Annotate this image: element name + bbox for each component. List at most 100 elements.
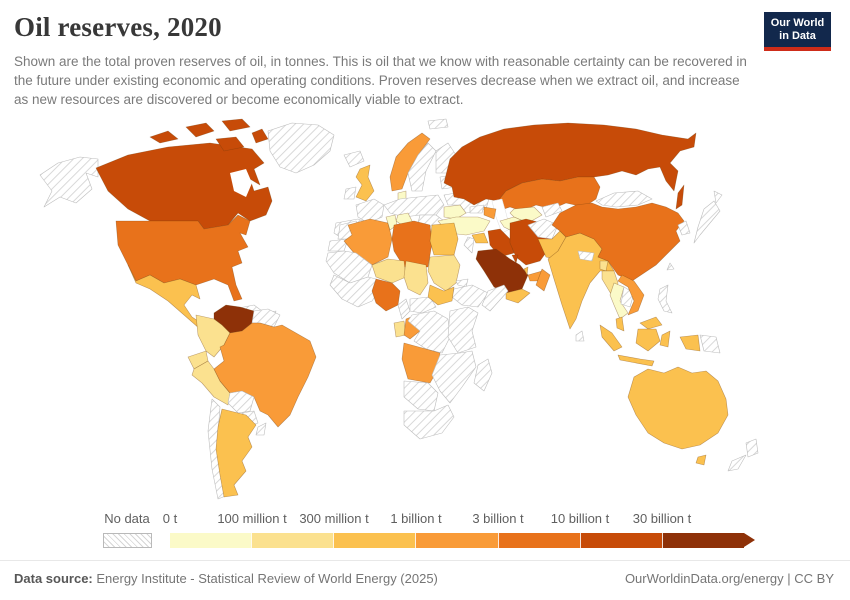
chart-subtitle: Shown are the total proven reserves of o… [14, 54, 747, 107]
legend-color-bar [170, 533, 744, 548]
region-canada-island[interactable] [221, 118, 251, 132]
no-data-label: No data [104, 511, 150, 526]
region-hokkaido[interactable] [713, 190, 723, 204]
legend-bar: 0 t 100 million t 300 million t 1 billio… [163, 508, 770, 556]
region-java[interactable] [617, 354, 655, 367]
region-norway[interactable] [389, 132, 431, 192]
region-japan[interactable] [693, 200, 721, 244]
legend-segment-7[interactable] [661, 533, 744, 548]
legend-segment-6[interactable] [579, 533, 662, 548]
region-australia[interactable] [627, 366, 729, 450]
region-canada-baffin[interactable] [215, 136, 245, 152]
region-car[interactable] [409, 296, 437, 314]
region-canada-island[interactable] [149, 130, 179, 144]
region-tasmania[interactable] [695, 454, 707, 466]
region-tajik-kyrgyz[interactable] [541, 202, 563, 218]
region-iceland[interactable] [343, 150, 365, 168]
region-jordan-israel[interactable] [463, 236, 475, 254]
region-korea[interactable] [677, 220, 691, 236]
legend-tick-1: 100 million t [217, 511, 287, 526]
region-afghanistan[interactable] [527, 218, 559, 240]
region-sumatra[interactable] [599, 324, 623, 352]
region-yemen[interactable] [505, 288, 531, 304]
region-canada-island[interactable] [251, 128, 269, 144]
region-kalimantan[interactable] [635, 328, 661, 352]
data-source-text: Energy Institute - Statistical Review of… [92, 571, 438, 586]
choropleth-svg [39, 118, 759, 500]
region-china[interactable] [551, 202, 685, 282]
region-papua-new-guinea[interactable] [699, 334, 721, 354]
region-taiwan[interactable] [666, 262, 675, 271]
legend-tick-6: 30 billion t [632, 511, 692, 526]
region-uk[interactable] [355, 164, 375, 202]
region-nz-north[interactable] [745, 438, 759, 458]
region-sulawesi[interactable] [659, 330, 671, 348]
region-eritrea[interactable] [455, 278, 469, 288]
legend-tick-4: 3 billion t [472, 511, 524, 526]
region-south-sudan[interactable] [427, 284, 455, 306]
data-source-note: Data source: Energy Institute - Statisti… [14, 571, 438, 586]
region-sweden[interactable] [407, 142, 437, 192]
region-vietnam[interactable] [617, 274, 645, 316]
region-svalbard[interactable] [427, 118, 449, 130]
world-map [0, 113, 850, 505]
region-qatar[interactable] [523, 266, 529, 276]
region-west-new-guinea[interactable] [679, 334, 701, 352]
region-canada-island[interactable] [185, 122, 215, 138]
region-somalia[interactable] [481, 284, 509, 312]
owid-logo-line1: Our World [770, 17, 825, 29]
region-sudan[interactable] [427, 254, 461, 292]
footer-attribution[interactable]: OurWorldinData.org/energy | CC BY [624, 571, 834, 586]
region-caucasus[interactable] [469, 204, 485, 214]
region-drc[interactable] [407, 310, 451, 354]
region-nigeria[interactable] [371, 278, 401, 312]
region-alaska[interactable] [39, 156, 99, 208]
region-nepal[interactable] [577, 250, 595, 262]
region-azerbaijan[interactable] [483, 206, 497, 220]
region-kuwait[interactable] [511, 254, 519, 264]
region-egypt[interactable] [429, 222, 459, 256]
region-malaysia-borneo[interactable] [639, 316, 663, 330]
region-central-europe[interactable] [383, 194, 445, 218]
legend-segment-1[interactable] [170, 533, 252, 548]
no-data-swatch[interactable] [103, 533, 152, 548]
region-cameroon[interactable] [397, 298, 411, 320]
region-sakhalin[interactable] [675, 184, 685, 210]
legend-segment-4[interactable] [415, 533, 498, 548]
legend-tick-0: 0 t [162, 511, 178, 526]
region-libya[interactable] [391, 220, 433, 268]
owid-logo-line2: in Data [779, 30, 816, 42]
region-zambia-mozambique[interactable] [431, 350, 477, 404]
region-syria[interactable] [471, 232, 489, 244]
legend-tick-5: 10 billion t [550, 511, 610, 526]
region-ireland[interactable] [343, 186, 357, 200]
region-east-africa[interactable] [447, 306, 479, 354]
legend-segment-3[interactable] [333, 533, 416, 548]
region-nz-south[interactable] [727, 454, 747, 472]
region-russia[interactable] [443, 122, 697, 206]
map-legend: No data 0 t 100 million t 300 million t … [0, 508, 850, 556]
region-france[interactable] [355, 198, 385, 224]
page-title: Oil reserves, 2020 [14, 12, 222, 42]
region-malaysia-peninsula[interactable] [615, 316, 625, 332]
region-bolivia[interactable] [227, 390, 255, 414]
legend-segment-5[interactable] [497, 533, 580, 548]
region-brazil[interactable] [213, 322, 317, 428]
legend-segment-2[interactable] [251, 533, 334, 548]
region-chad[interactable] [403, 260, 429, 296]
region-mongolia[interactable] [595, 190, 653, 208]
region-argentina[interactable] [215, 408, 257, 498]
region-south-africa[interactable] [403, 404, 455, 440]
owid-logo[interactable]: Our World in Data [764, 12, 831, 51]
hudson-bay [230, 169, 252, 197]
region-uruguay[interactable] [255, 422, 267, 436]
region-philippines[interactable] [657, 284, 673, 314]
region-namibia-botswana[interactable] [403, 380, 439, 412]
region-madagascar[interactable] [473, 358, 493, 392]
region-oman[interactable] [535, 268, 551, 292]
region-sri-lanka[interactable] [575, 330, 585, 342]
region-greenland[interactable] [267, 122, 335, 174]
legend-tick-labels: 0 t 100 million t 300 million t 1 billio… [163, 511, 744, 529]
region-romania[interactable] [443, 204, 467, 220]
